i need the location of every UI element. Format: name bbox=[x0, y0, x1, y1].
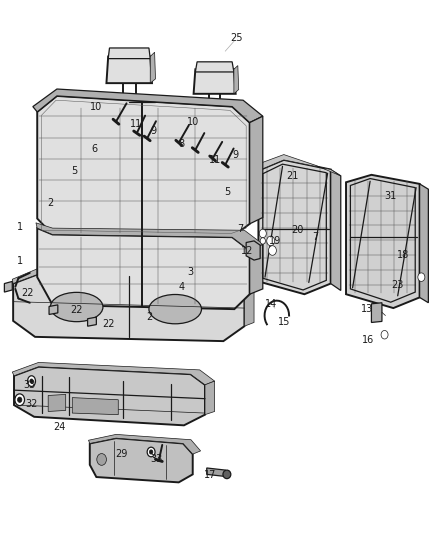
Text: 8: 8 bbox=[179, 139, 185, 149]
Text: 19: 19 bbox=[269, 236, 281, 246]
Ellipse shape bbox=[15, 394, 25, 406]
Text: 9: 9 bbox=[233, 150, 239, 159]
Ellipse shape bbox=[50, 292, 103, 322]
Polygon shape bbox=[88, 317, 96, 326]
Polygon shape bbox=[250, 116, 263, 224]
Polygon shape bbox=[258, 160, 331, 294]
Polygon shape bbox=[36, 223, 263, 251]
Text: 17: 17 bbox=[204, 471, 216, 480]
Text: 24: 24 bbox=[53, 423, 65, 432]
Text: 25: 25 bbox=[230, 34, 243, 43]
Text: 18: 18 bbox=[397, 250, 409, 260]
Ellipse shape bbox=[30, 379, 33, 383]
Polygon shape bbox=[72, 398, 118, 415]
Polygon shape bbox=[13, 273, 244, 341]
Ellipse shape bbox=[267, 236, 275, 246]
Text: 21: 21 bbox=[286, 171, 299, 181]
Polygon shape bbox=[194, 69, 236, 94]
Text: 3: 3 bbox=[187, 267, 194, 277]
Text: 2: 2 bbox=[146, 312, 152, 322]
Polygon shape bbox=[49, 305, 58, 314]
Ellipse shape bbox=[28, 376, 35, 386]
Ellipse shape bbox=[147, 447, 155, 457]
Ellipse shape bbox=[260, 238, 265, 244]
Polygon shape bbox=[108, 48, 150, 59]
Polygon shape bbox=[12, 362, 215, 385]
Ellipse shape bbox=[223, 470, 231, 479]
Text: 14: 14 bbox=[265, 299, 277, 309]
Text: 16: 16 bbox=[362, 335, 374, 345]
Polygon shape bbox=[37, 228, 250, 309]
Polygon shape bbox=[4, 281, 12, 292]
Text: 13: 13 bbox=[361, 304, 373, 314]
Text: 12: 12 bbox=[241, 246, 254, 255]
Text: 4: 4 bbox=[179, 282, 185, 292]
Polygon shape bbox=[88, 434, 201, 454]
Text: 9: 9 bbox=[150, 126, 156, 135]
Text: 1: 1 bbox=[17, 256, 23, 266]
Ellipse shape bbox=[268, 246, 276, 255]
Text: 23: 23 bbox=[392, 280, 404, 290]
Polygon shape bbox=[195, 62, 234, 72]
Polygon shape bbox=[255, 155, 341, 176]
Text: 10: 10 bbox=[90, 102, 102, 111]
Text: 31: 31 bbox=[385, 191, 397, 201]
Polygon shape bbox=[90, 438, 193, 482]
Text: 33: 33 bbox=[24, 380, 36, 390]
Polygon shape bbox=[33, 89, 263, 123]
Ellipse shape bbox=[381, 330, 388, 339]
Ellipse shape bbox=[97, 454, 106, 465]
Text: 22: 22 bbox=[71, 305, 83, 315]
Text: 22: 22 bbox=[21, 288, 33, 298]
Polygon shape bbox=[234, 66, 239, 94]
Ellipse shape bbox=[149, 450, 153, 454]
Text: 29: 29 bbox=[116, 449, 128, 459]
Polygon shape bbox=[250, 244, 263, 294]
Text: 7: 7 bbox=[312, 232, 318, 242]
Text: 22: 22 bbox=[102, 319, 115, 329]
Polygon shape bbox=[37, 96, 250, 237]
Text: 1: 1 bbox=[17, 222, 23, 231]
Polygon shape bbox=[420, 184, 428, 303]
Polygon shape bbox=[48, 394, 66, 411]
Polygon shape bbox=[246, 241, 260, 260]
Polygon shape bbox=[371, 303, 382, 322]
Polygon shape bbox=[205, 381, 215, 415]
Polygon shape bbox=[207, 468, 226, 477]
Polygon shape bbox=[331, 169, 341, 290]
Text: 10: 10 bbox=[187, 117, 199, 126]
Polygon shape bbox=[150, 52, 155, 83]
Text: 5: 5 bbox=[225, 187, 231, 197]
Polygon shape bbox=[14, 367, 205, 425]
Ellipse shape bbox=[149, 294, 201, 324]
Text: 32: 32 bbox=[25, 399, 38, 409]
Text: 2: 2 bbox=[47, 198, 53, 207]
Text: 6: 6 bbox=[91, 144, 97, 154]
Text: 11: 11 bbox=[130, 119, 142, 128]
Ellipse shape bbox=[18, 397, 22, 402]
Ellipse shape bbox=[259, 229, 266, 238]
Text: 11: 11 bbox=[208, 155, 221, 165]
Text: 20: 20 bbox=[292, 225, 304, 235]
Polygon shape bbox=[106, 56, 152, 83]
Text: 7: 7 bbox=[237, 224, 243, 234]
Text: 5: 5 bbox=[71, 166, 78, 175]
Polygon shape bbox=[244, 287, 254, 326]
Text: 33: 33 bbox=[151, 455, 163, 464]
Polygon shape bbox=[346, 175, 420, 308]
Ellipse shape bbox=[418, 273, 425, 281]
Text: 15: 15 bbox=[278, 318, 290, 327]
Polygon shape bbox=[12, 268, 254, 290]
